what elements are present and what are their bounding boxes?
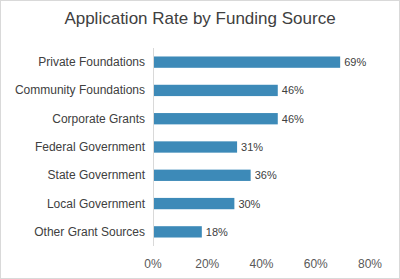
- frame: [1, 1, 400, 279]
- tick-label: 60%: [304, 257, 328, 271]
- data-label: 69%: [344, 56, 366, 68]
- tick-label: 40%: [249, 257, 273, 271]
- category-axis-line: [153, 48, 154, 246]
- category-label: State Government: [48, 168, 146, 182]
- tick-label: 20%: [195, 257, 219, 271]
- title: Application Rate by Funding Source: [64, 9, 335, 28]
- category-label: Other Grant Sources: [34, 225, 145, 239]
- bar: [153, 198, 234, 209]
- tick-label: 80%: [358, 257, 382, 271]
- data-label: 36%: [255, 169, 277, 181]
- category-label: Corporate Grants: [52, 112, 145, 126]
- data-label: 46%: [282, 113, 304, 125]
- page-body: {"chart_data": {"type": "bar", "orientat…: [0, 0, 400, 279]
- page: html, body { margin: 0; padding: 0; back…: [0, 0, 400, 279]
- category-label: Community Foundations: [15, 83, 145, 97]
- category-label: Local Government: [47, 197, 146, 211]
- bar: [153, 170, 251, 181]
- data-label: 46%: [282, 84, 304, 96]
- tick-label: 0%: [144, 257, 162, 271]
- bar: [153, 226, 202, 237]
- bar: [153, 113, 278, 124]
- data-label: 30%: [238, 198, 260, 210]
- category-label: Federal Government: [35, 140, 146, 154]
- bar: [153, 56, 340, 67]
- bar: [153, 141, 237, 152]
- bar: [153, 85, 278, 96]
- chart: Application Rate by Funding Source Privat…: [0, 0, 400, 279]
- data-label: 31%: [241, 141, 263, 153]
- bars: [153, 56, 340, 237]
- data-label: 18%: [206, 226, 228, 238]
- category-label: Private Foundations: [38, 55, 145, 69]
